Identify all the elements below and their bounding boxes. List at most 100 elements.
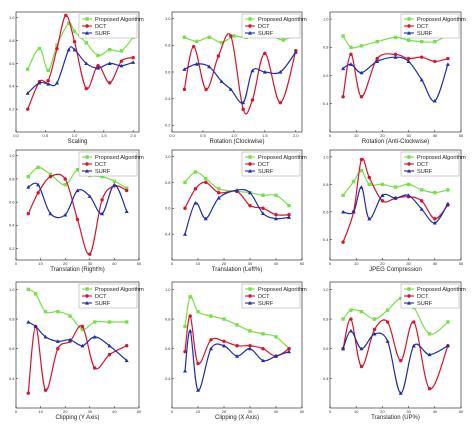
y-tick-label: 0.4 <box>165 232 171 237</box>
legend-swatch-marker <box>85 31 89 35</box>
data-point <box>25 91 30 95</box>
x-tick-label: 10 <box>354 409 359 414</box>
series-line <box>184 330 290 391</box>
data-point <box>281 38 286 42</box>
data-point <box>293 50 298 54</box>
data-point <box>188 328 193 333</box>
series-line <box>28 182 128 219</box>
data-point <box>217 187 221 191</box>
series-line <box>27 173 127 255</box>
y-tick-label: 1.0 <box>9 287 15 292</box>
data-point <box>406 56 411 61</box>
data-point <box>207 35 211 40</box>
data-point <box>48 174 53 179</box>
data-point <box>46 78 50 83</box>
data-point <box>348 328 353 333</box>
axes-frame <box>171 281 303 409</box>
x-tick-label: 20 <box>63 261 68 266</box>
data-point <box>445 201 450 206</box>
data-point <box>67 21 71 26</box>
data-point <box>68 314 72 318</box>
axes-frame <box>15 281 140 409</box>
x-tick-label: 20 <box>380 133 385 138</box>
legend-swatch-marker <box>85 162 89 166</box>
data-point <box>419 77 424 82</box>
data-point <box>204 176 208 181</box>
data-point <box>183 206 187 210</box>
legend-swatch-marker <box>248 155 252 159</box>
data-point <box>263 51 267 56</box>
y-tick-label: 0.4 <box>323 237 329 242</box>
data-point <box>93 320 97 324</box>
series-line <box>342 157 449 243</box>
data-point <box>380 193 385 197</box>
data-point <box>131 60 136 64</box>
x-tick-label: 1.0 <box>72 133 78 138</box>
data-point <box>385 308 390 312</box>
data-point <box>274 335 278 339</box>
x-tick-label: 0.5 <box>43 133 49 138</box>
x-tick-label: 20 <box>222 261 227 266</box>
data-point <box>124 358 129 363</box>
legend-swatch-marker <box>85 287 89 291</box>
data-point <box>420 39 424 44</box>
legend-swatch-marker <box>407 169 411 173</box>
data-point <box>216 54 221 58</box>
data-point <box>107 320 112 324</box>
legend-label: SURF <box>258 169 274 175</box>
data-point <box>219 79 224 83</box>
data-point <box>112 182 117 187</box>
data-point <box>385 320 390 324</box>
data-point <box>88 252 92 256</box>
legend-swatch-marker <box>407 31 411 35</box>
data-point <box>124 209 129 213</box>
data-point <box>380 199 385 203</box>
series-line <box>342 56 449 102</box>
legend-swatch-marker <box>248 162 252 166</box>
x-tick-label: 40 <box>274 409 279 414</box>
legend-label: DCT <box>258 162 270 168</box>
chart-panel: 0 10 20 30 40 50 0.4 0.6 0.8 1.0 Clipping (X Axis)… <box>165 281 307 421</box>
x-axis-label: Scaling <box>68 139 88 145</box>
data-point <box>446 320 450 324</box>
data-point <box>427 387 432 391</box>
data-point <box>261 211 265 216</box>
data-point <box>188 295 192 299</box>
x-axis-label: JPEG Compression <box>369 267 422 273</box>
data-point <box>56 309 60 314</box>
data-point <box>241 107 245 112</box>
data-point <box>393 185 398 189</box>
series-line <box>184 315 290 365</box>
data-point <box>203 216 208 221</box>
data-point <box>341 66 346 71</box>
data-point <box>359 346 364 351</box>
data-point <box>446 188 450 192</box>
data-point <box>372 317 377 321</box>
data-point <box>406 38 411 42</box>
chart-panel: 0 10 20 30 40 50 0.4 0.6 0.8 1.0 JPEG Compression P… <box>323 149 466 273</box>
data-point <box>112 179 117 183</box>
data-point <box>399 296 403 301</box>
chart-panel: 0 10 20 30 40 50 0.4 0.6 0.8 1.0 Rotation (Anti-Cl… <box>323 11 466 145</box>
y-tick-label: 0.6 <box>9 346 15 351</box>
x-tick-label: 1.5 <box>101 133 107 138</box>
data-point <box>359 157 364 162</box>
x-tick-label: 0 <box>329 409 332 414</box>
data-point <box>349 308 353 312</box>
y-tick-label: 0.2 <box>165 123 171 128</box>
x-axis-label: Rotation (Clockwise) <box>209 139 264 145</box>
legend-label: DCT <box>95 162 107 168</box>
data-point <box>393 196 398 200</box>
legend-label: Proposed Algorithm <box>417 17 466 23</box>
axes-frame <box>329 149 462 261</box>
data-point <box>196 309 200 314</box>
y-tick-label: 0.8 <box>323 182 329 187</box>
data-point <box>194 62 199 66</box>
data-point <box>107 352 112 357</box>
legend-label: Proposed Algorithm <box>258 287 307 293</box>
chart-panel: 0.0 0.5 1.0 1.5 2.00.20.40.60.81.0ScalingPro… <box>9 11 144 145</box>
y-tick-label: 0.6 <box>9 200 15 205</box>
x-tick-label: 10 <box>196 409 201 414</box>
data-point <box>191 44 196 49</box>
data-point <box>372 327 377 332</box>
